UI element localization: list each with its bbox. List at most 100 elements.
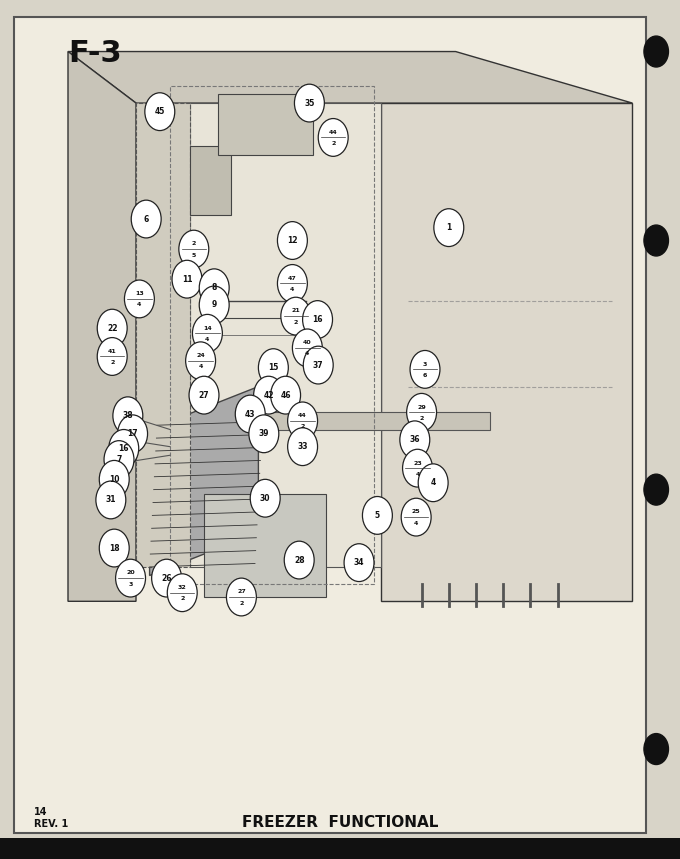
Text: 2: 2 <box>192 241 196 247</box>
Circle shape <box>277 222 307 259</box>
Text: 38: 38 <box>122 411 133 420</box>
Text: 27: 27 <box>199 391 209 399</box>
Polygon shape <box>68 52 632 103</box>
Text: 10: 10 <box>109 475 120 484</box>
Text: 31: 31 <box>105 496 116 504</box>
Text: 36: 36 <box>409 436 420 444</box>
Circle shape <box>277 265 307 302</box>
Text: 29: 29 <box>418 405 426 410</box>
Text: 44: 44 <box>329 130 337 135</box>
Text: 4: 4 <box>414 521 418 526</box>
Circle shape <box>113 397 143 435</box>
Circle shape <box>403 449 432 487</box>
Circle shape <box>410 350 440 388</box>
Circle shape <box>97 309 127 347</box>
Circle shape <box>250 479 280 517</box>
Circle shape <box>288 428 318 466</box>
Circle shape <box>96 481 126 519</box>
Text: 17: 17 <box>127 430 138 438</box>
Bar <box>218 94 313 155</box>
Circle shape <box>124 280 154 318</box>
Circle shape <box>271 376 301 414</box>
Circle shape <box>99 529 129 567</box>
Text: 37: 37 <box>313 361 324 369</box>
Text: 40: 40 <box>303 340 311 345</box>
Text: FREEZER  FUNCTIONAL: FREEZER FUNCTIONAL <box>242 814 438 830</box>
Text: 21: 21 <box>292 308 300 314</box>
Text: 15: 15 <box>268 363 279 372</box>
Text: 22: 22 <box>107 324 118 332</box>
Text: 12: 12 <box>287 236 298 245</box>
Text: 24: 24 <box>197 353 205 358</box>
Circle shape <box>294 84 324 122</box>
Text: 42: 42 <box>263 391 274 399</box>
Text: 3: 3 <box>423 362 427 367</box>
Text: 16: 16 <box>118 444 129 453</box>
Circle shape <box>400 421 430 459</box>
Circle shape <box>99 460 129 498</box>
Polygon shape <box>150 387 258 576</box>
Text: 45: 45 <box>154 107 165 116</box>
Polygon shape <box>381 103 632 601</box>
Bar <box>190 146 231 215</box>
Polygon shape <box>68 52 136 601</box>
Text: 1: 1 <box>446 223 452 232</box>
Polygon shape <box>190 103 381 567</box>
Text: 11: 11 <box>182 275 192 283</box>
Circle shape <box>292 329 322 367</box>
Text: F-3: F-3 <box>68 39 122 68</box>
Circle shape <box>401 498 431 536</box>
Text: 43: 43 <box>245 410 256 418</box>
Text: 2: 2 <box>110 360 114 365</box>
Text: 2: 2 <box>301 424 305 430</box>
Text: 30: 30 <box>260 494 271 503</box>
Circle shape <box>189 376 219 414</box>
Circle shape <box>199 269 229 307</box>
Circle shape <box>186 342 216 380</box>
Circle shape <box>109 430 139 467</box>
Text: 34: 34 <box>354 558 364 567</box>
Circle shape <box>318 119 348 156</box>
Text: 4: 4 <box>199 364 203 369</box>
Text: 28: 28 <box>294 556 305 564</box>
Circle shape <box>644 36 668 67</box>
Text: 27: 27 <box>237 589 245 594</box>
Circle shape <box>131 200 161 238</box>
Circle shape <box>152 559 182 597</box>
Text: 13: 13 <box>135 291 143 296</box>
Circle shape <box>118 415 148 453</box>
Text: 25: 25 <box>412 509 420 515</box>
Circle shape <box>226 578 256 616</box>
Circle shape <box>362 497 392 534</box>
Text: 4: 4 <box>430 478 436 487</box>
Text: 14
REV. 1: 14 REV. 1 <box>34 807 68 829</box>
Circle shape <box>145 93 175 131</box>
Circle shape <box>179 230 209 268</box>
Polygon shape <box>258 412 490 430</box>
Text: 5: 5 <box>192 253 196 258</box>
Text: 4: 4 <box>305 351 309 356</box>
Circle shape <box>284 541 314 579</box>
Bar <box>0 838 680 859</box>
Text: 9: 9 <box>211 301 217 309</box>
Text: 4: 4 <box>137 302 141 308</box>
Text: 41: 41 <box>108 349 116 354</box>
Text: 2: 2 <box>180 596 184 601</box>
Text: 2: 2 <box>331 141 335 146</box>
Circle shape <box>418 464 448 502</box>
Circle shape <box>167 574 197 612</box>
Text: 7: 7 <box>116 455 122 464</box>
Text: 2: 2 <box>294 320 298 325</box>
Circle shape <box>407 393 437 431</box>
Circle shape <box>258 349 288 387</box>
Polygon shape <box>136 103 190 567</box>
Text: 44: 44 <box>299 413 307 418</box>
Circle shape <box>97 338 127 375</box>
Text: 6: 6 <box>423 373 427 378</box>
Text: 6: 6 <box>143 215 149 223</box>
Circle shape <box>344 544 374 582</box>
Text: 2: 2 <box>239 600 243 606</box>
Text: 2: 2 <box>420 416 424 421</box>
Circle shape <box>303 301 333 338</box>
Text: 47: 47 <box>288 276 296 281</box>
